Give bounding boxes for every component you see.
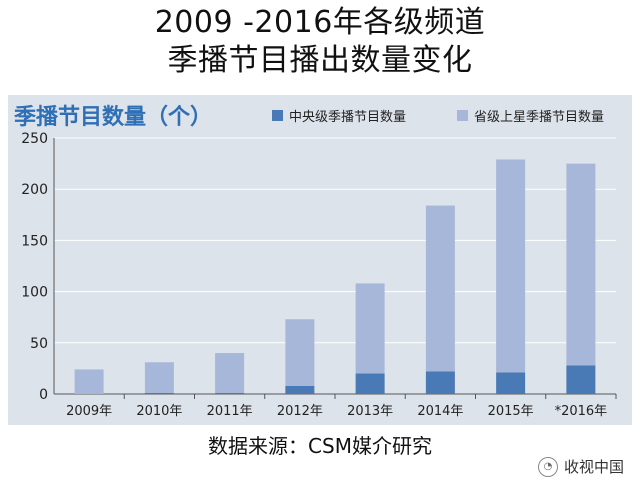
y-tick-label: 250 <box>21 131 48 147</box>
legend-provincial: 省级上星季播节目数量 <box>457 106 604 125</box>
y-tick-label: 100 <box>21 285 48 301</box>
y-tick-label: 0 <box>39 387 48 403</box>
bar-provincial <box>215 353 245 393</box>
chart-panel: 0 50 100 150 200 250 2009年 2010年 2011年 2012年 2013年… <box>8 95 632 425</box>
bar-central <box>144 392 174 394</box>
page-title-line2: 季播节目播出数量变化 <box>167 43 473 78</box>
x-tick-label: 2010年 <box>136 404 182 419</box>
bar-central <box>496 372 526 394</box>
y-tick-label: 200 <box>21 182 48 198</box>
bar-provincial <box>74 369 104 394</box>
y-tick-label: 150 <box>21 233 48 249</box>
chart-title: 季播节目数量（个） <box>14 105 213 130</box>
bar-chart: 0 50 100 150 200 250 2009年 2010年 2011年 2012年 2013年… <box>21 131 617 419</box>
page-title-line1: 2009 -2016年各级频道 <box>154 5 486 40</box>
legend-central: 中央级季播节目数量 <box>272 106 406 125</box>
x-tick-label: *2016年 <box>555 404 608 419</box>
x-tick-label: 2013年 <box>347 404 393 419</box>
watermark-label: 收视中国 <box>563 458 624 476</box>
legend-label-provincial: 省级上星季播节目数量 <box>474 110 605 125</box>
x-tick-label: 2015年 <box>488 404 534 419</box>
bar-central <box>566 365 596 394</box>
bar-provincial <box>355 283 385 374</box>
bar-central <box>285 385 315 394</box>
title-block: 2009 -2016年各级频道 季播节目播出数量变化 <box>0 4 640 80</box>
bar-central <box>425 371 455 394</box>
x-tick-label: 2009年 <box>66 404 112 419</box>
bar-provincial <box>285 319 315 386</box>
wechat-icon: ◔ <box>537 456 558 477</box>
bar-provincial <box>566 163 596 366</box>
legend-swatch-provincial <box>457 110 468 121</box>
source-note: 数据来源：CSM媒介研究 <box>208 434 432 458</box>
bar-central <box>215 392 245 394</box>
x-tick-label: 2012年 <box>277 404 323 419</box>
watermark: ◔ 收视中国 <box>537 456 624 477</box>
y-tick-label: 50 <box>30 336 48 352</box>
bar-provincial <box>144 362 174 393</box>
x-tick-label: 2011年 <box>207 404 253 419</box>
bar-provincial <box>425 205 455 372</box>
legend-swatch-central <box>272 110 283 121</box>
bar-central <box>355 373 385 394</box>
legend-label-central: 中央级季播节目数量 <box>289 110 407 125</box>
x-tick-label: 2014年 <box>417 404 463 419</box>
bar-provincial <box>496 159 526 373</box>
